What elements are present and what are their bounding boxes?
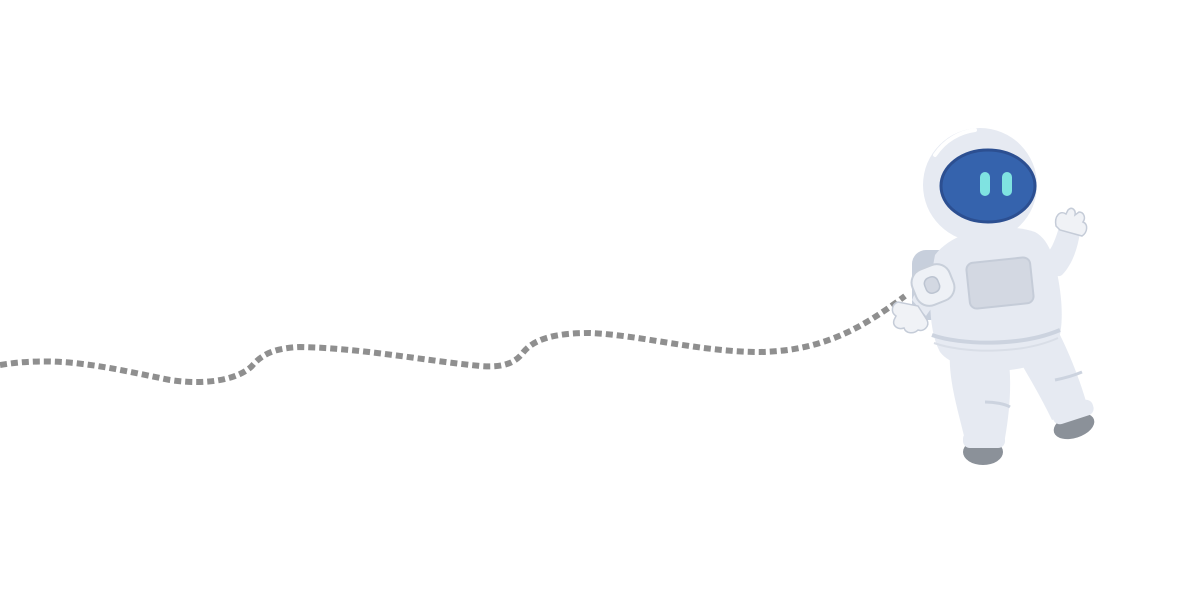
left-leg-icon <box>949 350 1011 465</box>
waving-arm-icon <box>1030 207 1088 277</box>
waving-glove-icon <box>1054 207 1088 237</box>
tether-icon <box>0 293 907 385</box>
left-eye-icon <box>980 172 990 196</box>
chest-panel-icon <box>965 256 1035 310</box>
astronaut-icon <box>891 128 1095 465</box>
tether-arm-icon <box>891 263 956 334</box>
helmet-icon <box>923 128 1037 242</box>
right-eye-icon <box>1002 172 1012 196</box>
tether-glove-icon <box>891 301 929 334</box>
